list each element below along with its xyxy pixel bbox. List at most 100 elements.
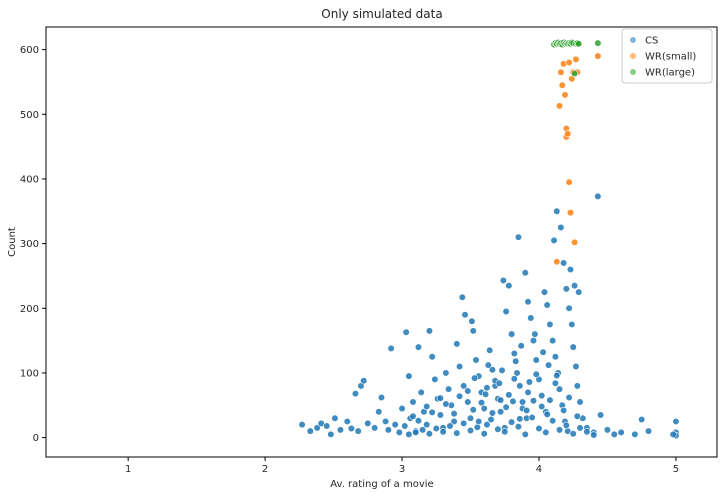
scatter-point — [469, 327, 477, 335]
scatter-point — [596, 411, 605, 419]
scatter-point — [425, 327, 434, 335]
scatter-point — [439, 428, 447, 436]
scatter-point — [525, 378, 533, 386]
scatter-point — [564, 130, 572, 138]
scatter-point — [442, 369, 450, 377]
y-tick-label: 0 — [33, 433, 39, 444]
scatter-point — [455, 392, 464, 400]
scatter-point — [417, 388, 425, 396]
scatter-point — [331, 414, 339, 422]
scatter-point — [558, 81, 566, 89]
scatter-point — [631, 430, 639, 438]
scatter-point — [669, 430, 677, 438]
scatter-point — [543, 301, 551, 309]
legend-marker — [629, 68, 637, 76]
scatter-point — [555, 102, 564, 110]
scatter-point — [569, 343, 577, 351]
scatter-point — [528, 413, 536, 422]
scatter-point — [557, 223, 565, 232]
scatter-point — [497, 408, 505, 416]
scatter-point — [566, 265, 575, 274]
scatter-point — [354, 427, 362, 435]
scatter-point — [401, 422, 409, 430]
y-tick-label: 500 — [20, 110, 39, 121]
scatter-point — [487, 415, 495, 424]
scatter-point — [516, 382, 524, 390]
scatter-point — [468, 317, 476, 325]
x-axis-label: Av. rating of a movie — [330, 479, 433, 490]
legend-label: WR(large) — [645, 68, 695, 79]
scatter-point — [543, 410, 551, 418]
scatter-point — [521, 430, 529, 438]
scatter-point — [425, 430, 434, 438]
scatter-point — [445, 385, 453, 393]
scatter-point — [432, 424, 440, 433]
plot-frame — [45, 26, 718, 458]
chart-title: Only simulated data — [321, 7, 442, 21]
scatter-point — [377, 393, 386, 402]
y-tick-label: 300 — [20, 239, 39, 250]
scatter-point — [594, 52, 602, 60]
scatter-point — [603, 426, 612, 434]
scatter-point — [538, 391, 546, 400]
scatter-point — [549, 417, 557, 425]
scatter-point — [644, 427, 653, 435]
scatter-point — [523, 406, 531, 415]
scatter-point — [347, 424, 355, 433]
scatter-point — [409, 398, 417, 406]
series-1 — [553, 52, 602, 266]
y-tick-label: 100 — [20, 368, 39, 379]
scatter-point — [351, 390, 360, 398]
scatter-point — [544, 361, 553, 369]
scatter-point — [323, 422, 331, 430]
scatter-point — [518, 398, 527, 406]
scatter-point — [510, 349, 518, 358]
scatter-point — [414, 343, 423, 351]
scatter-point — [495, 379, 503, 387]
scatter-point — [553, 258, 561, 266]
scatter-point — [514, 233, 523, 241]
scatter-point — [484, 361, 492, 369]
scatter-point — [391, 421, 399, 429]
scatter-point — [540, 288, 549, 296]
scatter-point — [364, 419, 372, 427]
scatter-point — [565, 393, 573, 402]
scatter-point — [565, 58, 573, 67]
scatter-point — [672, 417, 680, 426]
scatter-point — [512, 357, 520, 365]
scatter-point — [514, 423, 523, 431]
scatter-point — [562, 421, 570, 429]
legend-label: WR(small) — [645, 52, 696, 63]
scatter-point — [565, 178, 573, 186]
scatter-point — [555, 385, 564, 393]
legend-box — [621, 28, 713, 84]
scatter-point — [583, 428, 591, 436]
x-tick-label: 4 — [536, 464, 542, 475]
scatter-point — [471, 374, 479, 382]
scatter-point — [539, 348, 547, 356]
scatter-point — [464, 387, 472, 395]
scatter-point — [513, 369, 521, 377]
scatter-point — [529, 397, 538, 405]
scatter-point — [572, 55, 580, 63]
scatter-point — [507, 418, 516, 426]
scatter-point — [436, 394, 444, 402]
scatter-point — [505, 391, 513, 399]
scatter-point — [527, 314, 535, 322]
scatter-point — [475, 417, 483, 426]
scatter-point — [453, 340, 461, 348]
series-2 — [550, 38, 602, 78]
scatter-point — [488, 366, 497, 374]
scatter-point — [617, 428, 625, 437]
scatter-point — [371, 424, 379, 432]
x-tick-label: 5 — [673, 464, 679, 475]
scatter-point — [510, 375, 518, 383]
scatter-point — [535, 424, 543, 433]
scatter-point — [516, 415, 524, 423]
scatter-point — [481, 390, 490, 398]
scatter-point — [502, 403, 510, 411]
scatter-point — [538, 402, 546, 411]
scatter-point — [327, 430, 335, 438]
scatter-point — [405, 430, 413, 438]
